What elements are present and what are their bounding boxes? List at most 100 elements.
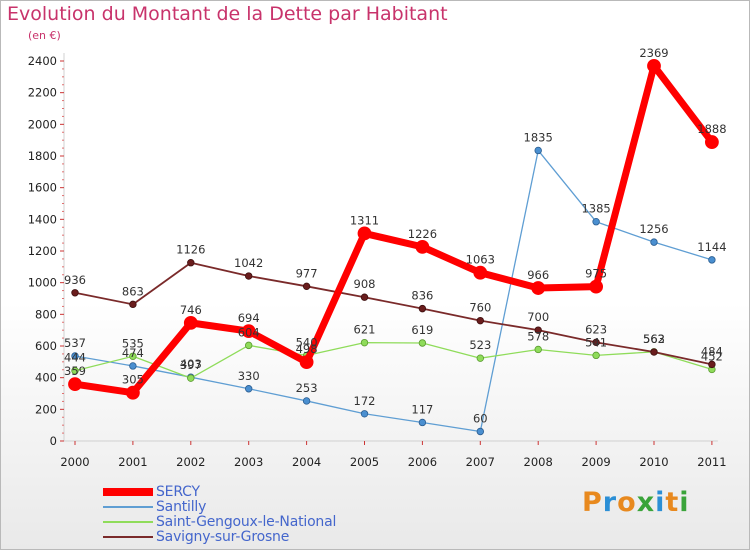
data-point-saint-gengoux-le-national xyxy=(244,341,253,350)
x-tick-label: 2005 xyxy=(350,455,379,469)
data-label-santilly: 330 xyxy=(238,369,260,383)
data-point-santilly xyxy=(476,427,484,436)
data-point-saint-gengoux-le-national xyxy=(418,339,427,347)
chart-unit-label: (en €) xyxy=(28,29,61,42)
data-point-santilly xyxy=(650,238,658,246)
legend-swatch-sercy xyxy=(103,488,153,496)
data-point-saint-gengoux-le-national xyxy=(129,352,137,360)
y-tick-label: 1200 xyxy=(28,244,57,258)
data-point-savigny-sur-grosne xyxy=(71,289,79,297)
data-label-savigny-sur-grosne: 936 xyxy=(64,273,86,287)
data-point-sercy xyxy=(241,324,256,339)
data-point-savigny-sur-grosne xyxy=(244,272,253,280)
data-label-sercy: 694 xyxy=(238,311,260,325)
data-point-sercy xyxy=(473,265,488,280)
legend-label-santilly: Santilly xyxy=(156,499,207,515)
data-label-savigny-sur-grosne: 760 xyxy=(469,301,491,315)
y-tick-label: 800 xyxy=(35,307,57,321)
data-label-savigny-sur-grosne: 1126 xyxy=(176,243,205,257)
data-label-savigny-sur-grosne: 908 xyxy=(354,277,376,291)
data-label-saint-gengoux-le-national: 604 xyxy=(238,325,260,339)
series-line-santilly xyxy=(74,149,713,433)
data-label-saint-gengoux-le-national: 397 xyxy=(180,358,202,372)
data-label-savigny-sur-grosne: 623 xyxy=(585,322,607,336)
y-tick-label: 2200 xyxy=(28,86,57,100)
legend-swatch-santilly xyxy=(103,506,153,508)
data-point-santilly xyxy=(244,385,253,393)
data-label-santilly: 60 xyxy=(473,412,488,426)
data-label-saint-gengoux-le-national: 540 xyxy=(296,336,318,350)
series-line-sercy xyxy=(71,62,716,397)
data-label-santilly: 403 xyxy=(180,357,202,371)
legend-swatch-savigny xyxy=(103,536,153,538)
data-label-santilly: 537 xyxy=(64,336,86,350)
data-label-santilly: 1385 xyxy=(581,202,610,216)
data-label-sercy: 305 xyxy=(122,373,144,387)
data-point-sercy xyxy=(415,239,430,254)
logo-letter: r xyxy=(602,487,618,518)
data-label-saint-gengoux-le-national: 444 xyxy=(64,351,86,365)
data-label-santilly: 1835 xyxy=(524,130,553,144)
y-tick-label: 0 xyxy=(50,434,57,448)
data-label-sercy: 1226 xyxy=(408,227,437,241)
y-tick-label: 1000 xyxy=(28,276,57,290)
data-label-saint-gengoux-le-national: 619 xyxy=(411,323,433,337)
x-tick-label: 2009 xyxy=(581,455,610,469)
data-point-savigny-sur-grosne xyxy=(187,259,195,267)
data-label-sercy: 1311 xyxy=(350,213,379,227)
data-point-saint-gengoux-le-national xyxy=(71,367,79,375)
series-line-saint-gengoux-le-national xyxy=(74,342,713,379)
x-tick-label: 2001 xyxy=(118,455,147,469)
logo-letter: P xyxy=(582,487,603,518)
logo-letter: o xyxy=(617,487,637,518)
data-point-saint-gengoux-le-national xyxy=(534,345,542,354)
data-point-sercy xyxy=(68,377,82,392)
data-label-savigny-sur-grosne: 977 xyxy=(296,266,318,280)
data-label-saint-gengoux-le-national: 578 xyxy=(527,329,549,343)
data-label-santilly: 172 xyxy=(354,394,376,408)
data-point-savigny-sur-grosne xyxy=(360,293,369,301)
y-tick-label: 2400 xyxy=(28,54,57,68)
x-tick-label: 2007 xyxy=(466,455,495,469)
legend-label-sercy: SERCY xyxy=(156,484,200,500)
x-tick-label: 2010 xyxy=(639,455,668,469)
data-label-sercy: 966 xyxy=(527,268,549,282)
data-point-santilly xyxy=(129,362,137,370)
data-point-santilly xyxy=(708,256,716,264)
chart-series xyxy=(68,59,719,436)
data-label-sercy: 746 xyxy=(180,303,202,317)
data-label-sercy: 498 xyxy=(296,342,318,356)
data-point-santilly xyxy=(71,352,79,360)
data-label-saint-gengoux-le-national: 621 xyxy=(354,323,376,337)
data-point-santilly xyxy=(534,146,542,155)
data-point-sercy xyxy=(531,281,546,295)
logo-letter: x xyxy=(636,487,656,518)
proxiti-logo: Proxiti xyxy=(582,487,690,518)
data-point-sercy xyxy=(357,226,372,241)
data-point-saint-gengoux-le-national xyxy=(476,354,484,362)
data-point-santilly xyxy=(418,418,427,427)
data-point-sercy xyxy=(647,59,661,73)
data-label-sercy: 2369 xyxy=(639,46,668,60)
data-label-santilly: 253 xyxy=(296,381,318,395)
logo-letter: i xyxy=(655,487,666,518)
data-point-sercy xyxy=(589,279,603,294)
data-label-sercy: 359 xyxy=(64,364,86,378)
data-label-santilly: 117 xyxy=(411,402,433,416)
data-point-savigny-sur-grosne xyxy=(534,326,542,334)
data-point-savigny-sur-grosne xyxy=(129,300,137,309)
data-point-santilly xyxy=(592,218,600,226)
data-point-sercy xyxy=(125,385,140,400)
data-point-saint-gengoux-le-national xyxy=(592,351,600,360)
y-tick-label: 400 xyxy=(35,371,57,385)
y-tick-label: 600 xyxy=(35,339,57,353)
data-point-sercy xyxy=(705,135,719,149)
data-point-savigny-sur-grosne xyxy=(592,338,600,347)
data-label-savigny-sur-grosne: 863 xyxy=(122,284,144,298)
data-point-savigny-sur-grosne xyxy=(302,282,311,291)
logo-letter: t xyxy=(665,487,680,518)
x-tick-label: 2000 xyxy=(60,455,89,469)
chart-axes: 0 200 400 600 800 1000 1200 1400 1600 1800 2000 220… xyxy=(28,53,727,469)
x-tick-label: 2004 xyxy=(292,455,321,469)
